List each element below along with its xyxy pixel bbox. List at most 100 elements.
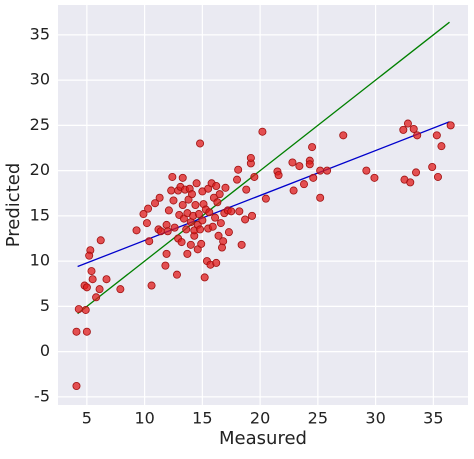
y-tick-label: 15 (30, 205, 50, 224)
point (145, 237, 154, 246)
point (214, 231, 223, 240)
point (208, 222, 217, 231)
point (227, 207, 236, 216)
point (233, 175, 242, 184)
point (116, 285, 125, 294)
point (144, 204, 153, 213)
point (85, 251, 94, 260)
point (87, 267, 96, 276)
y-tick-label: 10 (30, 251, 50, 270)
point (82, 327, 91, 336)
point (167, 186, 176, 195)
point (211, 213, 220, 222)
point (212, 181, 221, 190)
point (433, 172, 442, 181)
point (323, 166, 332, 175)
point (187, 190, 196, 199)
point (288, 158, 297, 167)
point (177, 238, 186, 247)
point (194, 210, 203, 219)
point (308, 143, 317, 152)
point (74, 305, 83, 314)
point (139, 210, 148, 219)
point (216, 219, 225, 228)
point (72, 327, 81, 336)
point (446, 121, 455, 130)
y-tick-label: 5 (40, 296, 50, 315)
x-tick-label: 30 (365, 409, 385, 428)
point (102, 275, 111, 284)
point (295, 162, 304, 171)
point (242, 185, 251, 194)
point (196, 139, 205, 148)
point (156, 227, 165, 236)
y-tick-label: -5 (34, 386, 50, 405)
point (169, 196, 178, 205)
fit-line (77, 21, 450, 315)
point (151, 199, 160, 208)
point (305, 160, 314, 169)
point (212, 258, 221, 267)
point (95, 285, 104, 294)
point (96, 236, 105, 245)
y-tick-label: 20 (30, 160, 50, 179)
point (168, 172, 177, 181)
point (316, 193, 325, 202)
point (299, 180, 308, 189)
point (246, 153, 255, 162)
point (161, 261, 170, 270)
point (215, 190, 224, 199)
point (219, 237, 228, 246)
point (183, 249, 192, 258)
point (164, 206, 173, 215)
point (132, 226, 141, 235)
point (234, 165, 243, 174)
point (432, 131, 441, 140)
point (200, 273, 209, 282)
point (72, 381, 81, 390)
point (92, 293, 101, 302)
point (274, 171, 283, 180)
point (406, 178, 415, 187)
point (241, 215, 250, 224)
point (192, 179, 201, 188)
point (162, 249, 171, 258)
point (235, 207, 244, 216)
y-tick-label: 0 (40, 341, 50, 360)
point (147, 281, 156, 290)
point (205, 208, 214, 217)
point (170, 223, 179, 232)
y-tick-label: 25 (30, 115, 50, 134)
point (437, 142, 446, 151)
point (248, 211, 257, 220)
point (197, 239, 206, 248)
point (399, 125, 408, 134)
point (403, 119, 412, 128)
x-tick-label: 20 (250, 409, 270, 428)
point (316, 166, 325, 175)
x-tick-label: 15 (192, 409, 212, 428)
x-tick-label: 5 (82, 409, 92, 428)
point (186, 240, 195, 249)
point (309, 173, 318, 182)
x-tick-label: 25 (308, 409, 328, 428)
point (237, 240, 246, 249)
point (182, 225, 191, 234)
y-tick-label: 35 (30, 24, 50, 43)
point (413, 131, 422, 140)
point (362, 166, 371, 175)
fit-line (77, 121, 450, 268)
point (224, 228, 233, 237)
point (258, 127, 267, 136)
point (178, 173, 187, 182)
point (221, 183, 230, 192)
point (370, 173, 379, 182)
point (172, 270, 181, 279)
point (178, 200, 187, 209)
point (250, 172, 259, 181)
x-tick-label: 10 (134, 409, 154, 428)
point (289, 186, 298, 195)
point (428, 162, 437, 171)
point (82, 283, 91, 292)
